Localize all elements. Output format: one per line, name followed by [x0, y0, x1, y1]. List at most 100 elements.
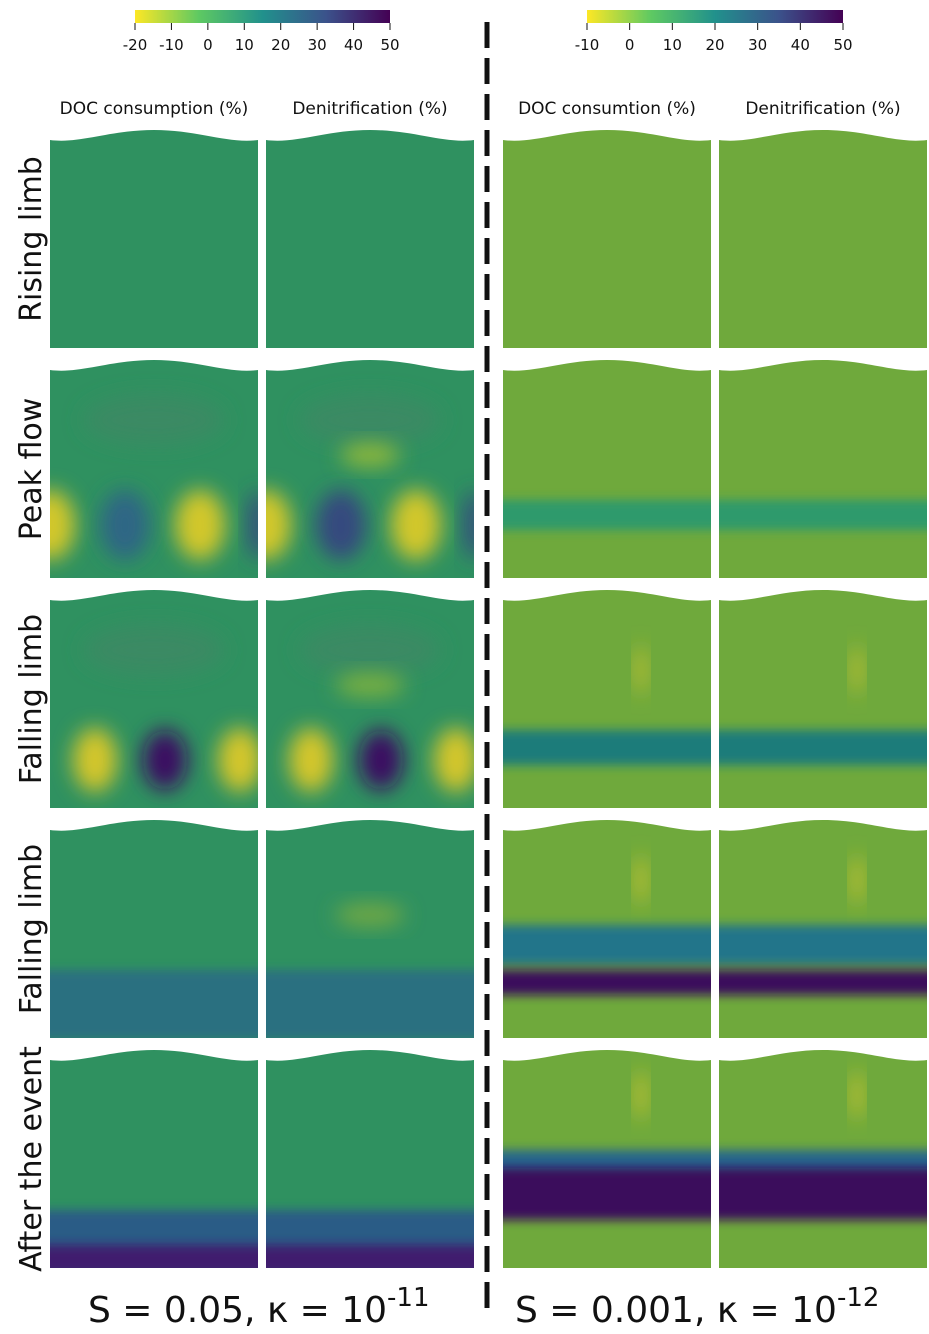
- colorbar-tick-label: 10: [663, 36, 682, 54]
- panel-feature: [636, 1070, 646, 1120]
- panel-feature: [464, 490, 474, 560]
- colorbar-tick-label: 0: [203, 36, 213, 54]
- colorbar-tick-label: -10: [159, 36, 184, 54]
- panel-feature: [300, 625, 440, 675]
- heatmap-panel: [50, 590, 258, 808]
- heatmap-panel: [503, 820, 711, 1038]
- panel-band: [719, 730, 927, 765]
- panel-feature: [636, 645, 646, 695]
- row-label: Falling limb: [14, 614, 49, 784]
- row-label: Peak flow: [14, 398, 49, 541]
- panel-feature: [300, 395, 440, 445]
- panel-feature: [335, 673, 405, 697]
- panel-feature: [248, 490, 258, 560]
- column-header: DOC consumption (%): [60, 99, 249, 119]
- colorbar-tick-label: -10: [575, 36, 600, 54]
- column-header: DOC consumtion (%): [518, 99, 696, 119]
- row-label: Rising limb: [14, 156, 49, 322]
- heatmap-panel: [503, 130, 711, 348]
- row-label: After the event: [14, 1046, 49, 1272]
- panel-field: [266, 130, 474, 348]
- panel-band: [719, 970, 927, 995]
- colorbar-tick-label: 50: [833, 36, 852, 54]
- colorbar-tick-label: 50: [380, 36, 399, 54]
- heatmap-panel: [503, 360, 711, 578]
- panel-feature: [852, 1070, 862, 1120]
- panel-band: [50, 1245, 258, 1268]
- heatmap-panel: [266, 1050, 474, 1268]
- panel-band: [266, 970, 474, 1038]
- panel-field: [719, 360, 927, 578]
- heatmap-panel: [719, 130, 927, 348]
- panel-band: [719, 925, 927, 965]
- heatmap-panel: [266, 130, 474, 348]
- colorbar-tick-label: 30: [748, 36, 767, 54]
- caption: S = 0.05, κ = 10-11: [88, 1283, 430, 1330]
- heatmap-panel: [719, 1050, 927, 1268]
- colorbar: [135, 10, 390, 23]
- panel-field: [503, 360, 711, 578]
- panel-field: [503, 590, 711, 808]
- panel-field: [503, 130, 711, 348]
- panel-feature: [359, 730, 403, 790]
- heatmap-panel: [50, 820, 258, 1038]
- panel-band: [266, 1245, 474, 1268]
- colorbar-tick-label: 40: [791, 36, 810, 54]
- colorbar: [587, 10, 843, 23]
- panel-feature: [434, 728, 474, 792]
- column-header: Denitrification (%): [292, 99, 447, 119]
- colorbar-tick-label: 40: [344, 36, 363, 54]
- panel-feature: [50, 490, 75, 560]
- panel-feature: [218, 728, 258, 792]
- panel-band: [719, 500, 927, 530]
- caption-text: S = 0.05, κ = 10: [88, 1290, 387, 1330]
- panel-field: [719, 590, 927, 808]
- panel-feature: [84, 395, 224, 445]
- panel-feature: [100, 490, 150, 560]
- heatmap-panel: [50, 360, 258, 578]
- colorbar-tick-label: 0: [625, 36, 635, 54]
- heatmap-panel: [719, 360, 927, 578]
- row-label: Falling limb: [14, 844, 49, 1014]
- heatmap-panel: [50, 130, 258, 348]
- panel-band: [503, 970, 711, 995]
- panel-band: [50, 970, 258, 1038]
- panel-feature: [143, 730, 187, 790]
- panel-feature: [84, 625, 224, 675]
- heatmap-panel: [719, 820, 927, 1038]
- caption-text: S = 0.001, κ = 10: [515, 1290, 837, 1330]
- panel-field: [50, 130, 258, 348]
- panel-band: [503, 1168, 711, 1220]
- panel-field: [50, 360, 258, 578]
- panel-feature: [175, 490, 225, 560]
- column-header: Denitrification (%): [745, 99, 900, 119]
- panel-feature: [852, 855, 862, 905]
- colorbar-tick-label: 20: [271, 36, 290, 54]
- panel-feature: [340, 443, 400, 467]
- panel-field: [266, 360, 474, 578]
- panel-feature: [289, 728, 333, 792]
- panel-feature: [73, 728, 117, 792]
- heatmap-panel: [503, 1050, 711, 1268]
- heatmap-panel: [266, 590, 474, 808]
- panel-feature: [391, 490, 441, 560]
- caption-exponent: -12: [837, 1283, 879, 1313]
- panel-band: [503, 500, 711, 530]
- panel-feature: [316, 490, 366, 560]
- colorbar-tick-label: -20: [123, 36, 148, 54]
- panel-feature: [636, 855, 646, 905]
- panel-band: [503, 730, 711, 765]
- caption-exponent: -11: [387, 1283, 429, 1313]
- heatmap-panel: [719, 590, 927, 808]
- panel-band: [719, 1168, 927, 1220]
- heatmap-panel: [503, 590, 711, 808]
- heatmap-panel: [50, 1050, 258, 1268]
- panel-field: [719, 130, 927, 348]
- caption: S = 0.001, κ = 10-12: [515, 1283, 879, 1330]
- colorbar-tick-label: 30: [308, 36, 327, 54]
- heatmap-panel: [266, 820, 474, 1038]
- panel-feature: [335, 903, 405, 927]
- colorbar-tick-label: 20: [705, 36, 724, 54]
- panel-band: [503, 925, 711, 965]
